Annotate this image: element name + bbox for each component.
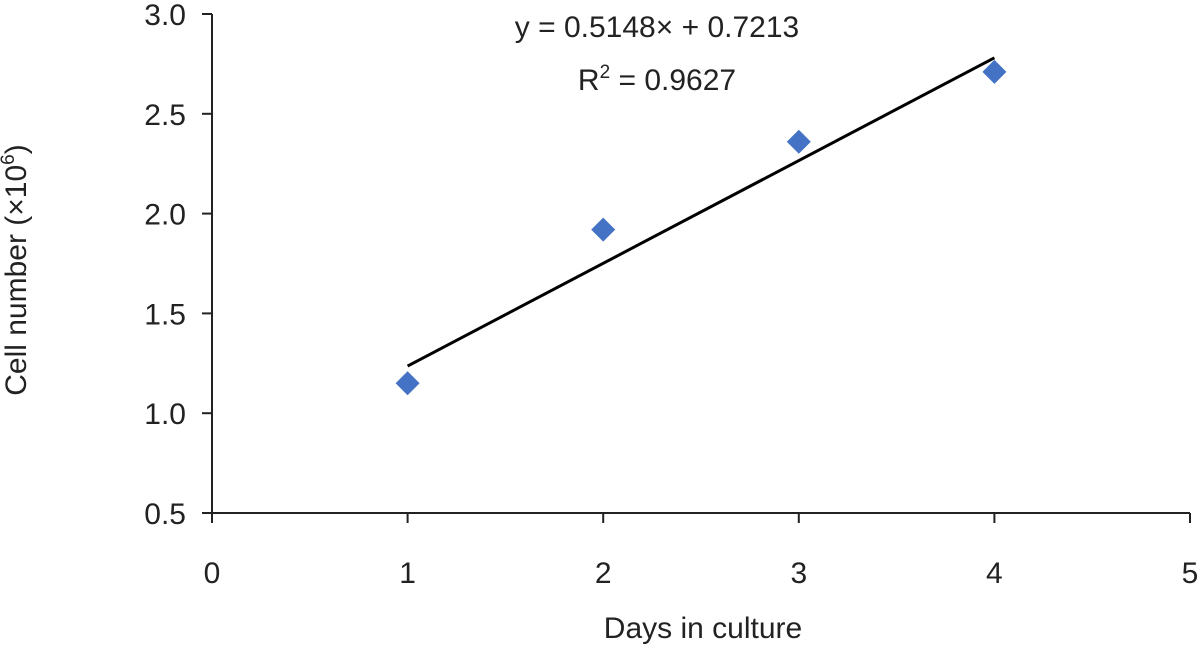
y-axis-title-superscript: 6: [0, 154, 19, 165]
r-squared-label: R2 = 0.9627: [578, 62, 736, 97]
r-squared-prefix: R: [578, 64, 600, 97]
y-axis-title-main: Cell number (×10: [0, 165, 33, 396]
trendline-equation: y = 0.5148× + 0.7213: [515, 11, 799, 44]
y-ticks: 0.5 1.0 1.5 2.0 2.5 3.0: [144, 0, 212, 531]
data-points: [395, 59, 1007, 396]
data-point-diamond: [395, 371, 420, 396]
y-tick-label: 1.5: [144, 298, 186, 331]
axes: [211, 14, 1190, 514]
x-tick-label: 0: [204, 557, 221, 590]
y-tick-label: 3.0: [144, 0, 186, 32]
x-tick-label: 3: [790, 557, 807, 590]
trendline: [406, 56, 996, 368]
x-tick-label: 4: [986, 557, 1003, 590]
x-ticks: 0 1 2 3 4 5: [204, 513, 1199, 590]
trendline-group: [406, 56, 996, 368]
data-point-diamond: [982, 59, 1007, 84]
y-tick-label: 0.5: [144, 498, 186, 531]
data-point-diamond: [786, 129, 811, 154]
x-tick-label: 5: [1182, 557, 1199, 590]
y-axis-title: Cell number (×106): [0, 144, 33, 396]
y-axis-title-close: ): [0, 144, 33, 154]
y-tick-label: 2.0: [144, 199, 186, 232]
x-tick-label: 1: [399, 557, 416, 590]
y-tick-label: 1.0: [144, 398, 186, 431]
y-tick-label: 2.5: [144, 99, 186, 132]
x-tick-label: 2: [595, 557, 612, 590]
r-squared-superscript: 2: [600, 62, 611, 83]
r-squared-value: = 0.9627: [610, 64, 736, 97]
x-axis-title: Days in culture: [604, 612, 802, 645]
data-point-diamond: [591, 217, 616, 242]
